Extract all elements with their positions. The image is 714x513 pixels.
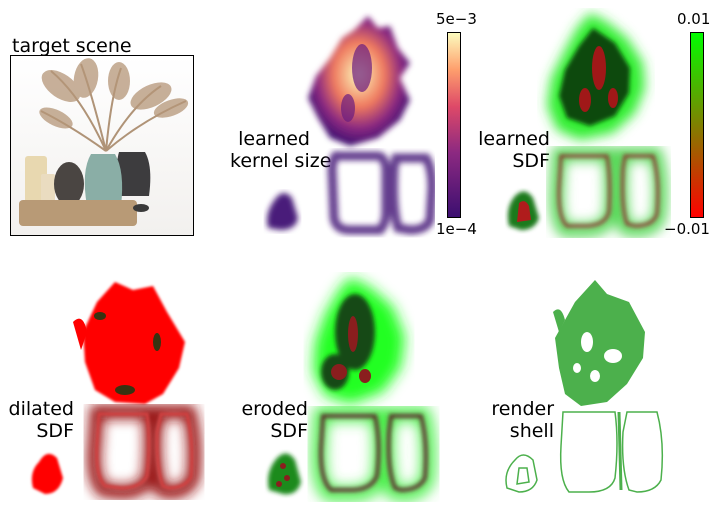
- kernel-size-label-line1: learned: [238, 128, 310, 150]
- kernel-colorbar-min: 1e−4: [436, 220, 477, 238]
- render-shell-label-line1: render: [491, 398, 554, 420]
- eroded-sdf-label-line1: eroded: [241, 398, 308, 420]
- dilated-sdf-map: [25, 272, 210, 508]
- eroded-sdf-label-line2: SDF: [270, 420, 308, 442]
- kernel-size-label: learned kernel size: [230, 128, 332, 172]
- eroded-sdf-map: [255, 272, 445, 508]
- render-shell-label-line2: shell: [509, 420, 554, 442]
- target-scene-image: [10, 55, 194, 236]
- dilated-sdf-label-line1: dilated: [8, 398, 74, 420]
- sdf-colorbar-min: −0.01: [664, 220, 710, 238]
- kernel-size-label-line2: kernel size: [230, 150, 332, 172]
- sdf-label-line1: learned: [478, 128, 550, 150]
- target-scene-title: target scene: [12, 35, 132, 57]
- dilated-sdf-label: dilated SDF: [0, 398, 74, 442]
- eroded-sdf-label: eroded SDF: [232, 398, 308, 442]
- learned-sdf-map: [495, 8, 680, 248]
- kernel-colorbar-max: 5e−3: [436, 10, 477, 28]
- sdf-colorbar-max: 0.01: [677, 10, 711, 28]
- render-shell-label: render shell: [482, 398, 554, 442]
- render-shell-map: [495, 272, 680, 508]
- sdf-label-line2: SDF: [512, 150, 550, 172]
- sdf-colorbar: [690, 32, 704, 218]
- kernel-size-map: [250, 8, 435, 248]
- dilated-sdf-label-line2: SDF: [36, 420, 74, 442]
- kernel-colorbar: [447, 32, 461, 218]
- sdf-label: learned SDF: [470, 128, 550, 172]
